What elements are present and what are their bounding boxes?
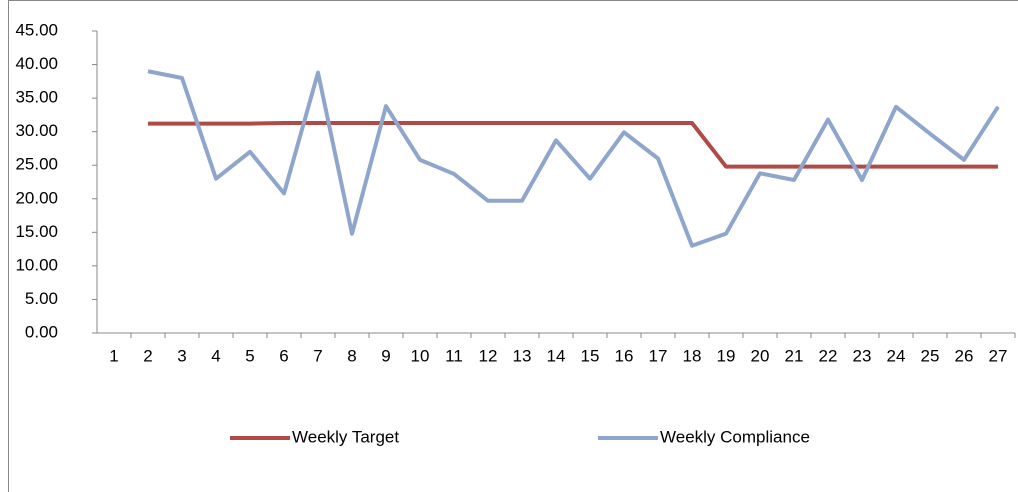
x-tick-label: 15 bbox=[581, 346, 600, 365]
y-tick-label: 25.00 bbox=[15, 155, 58, 174]
y-tick-label: 45.00 bbox=[15, 20, 58, 39]
x-tick-label: 14 bbox=[547, 346, 566, 365]
x-tick-label: 9 bbox=[381, 346, 390, 365]
x-tick-label: 18 bbox=[683, 346, 702, 365]
x-tick-label: 3 bbox=[177, 346, 186, 365]
x-tick-label: 16 bbox=[615, 346, 634, 365]
x-tick-label: 12 bbox=[479, 346, 498, 365]
x-tick-label: 21 bbox=[785, 346, 804, 365]
x-tick-label: 23 bbox=[853, 346, 872, 365]
y-tick-label: 40.00 bbox=[15, 54, 58, 73]
y-tick-label: 20.00 bbox=[15, 188, 58, 207]
x-tick-label: 24 bbox=[887, 346, 906, 365]
x-tick-label: 10 bbox=[411, 346, 430, 365]
x-tick-label: 6 bbox=[279, 346, 288, 365]
y-tick-label: 0.00 bbox=[25, 322, 58, 341]
x-tick-label: 20 bbox=[751, 346, 770, 365]
chart-border bbox=[8, 0, 1018, 492]
x-tick-label: 19 bbox=[717, 346, 736, 365]
x-tick-label: 5 bbox=[245, 346, 254, 365]
x-tick-label: 11 bbox=[445, 346, 463, 365]
legend-label: Weekly Compliance bbox=[660, 427, 810, 446]
x-tick-label: 26 bbox=[955, 346, 974, 365]
x-tick-label: 25 bbox=[921, 346, 940, 365]
x-tick-label: 7 bbox=[313, 346, 322, 365]
series-line bbox=[147, 69, 1000, 248]
y-tick-label: 30.00 bbox=[15, 121, 58, 140]
y-tick-label: 15.00 bbox=[15, 222, 58, 241]
x-tick-label: 13 bbox=[513, 346, 532, 365]
x-tick-label: 27 bbox=[989, 346, 1008, 365]
x-tick-label: 1 bbox=[109, 346, 118, 365]
x-tick-label: 2 bbox=[143, 346, 152, 365]
y-tick-label: 10.00 bbox=[15, 255, 58, 274]
y-tick-label: 35.00 bbox=[15, 88, 58, 107]
legend-label: Weekly Target bbox=[292, 427, 399, 446]
x-tick-label: 22 bbox=[819, 346, 838, 365]
x-tick-label: 8 bbox=[347, 346, 356, 365]
y-tick-label: 5.00 bbox=[25, 289, 58, 308]
x-tick-label: 4 bbox=[211, 346, 220, 365]
x-tick-label: 17 bbox=[649, 346, 668, 365]
